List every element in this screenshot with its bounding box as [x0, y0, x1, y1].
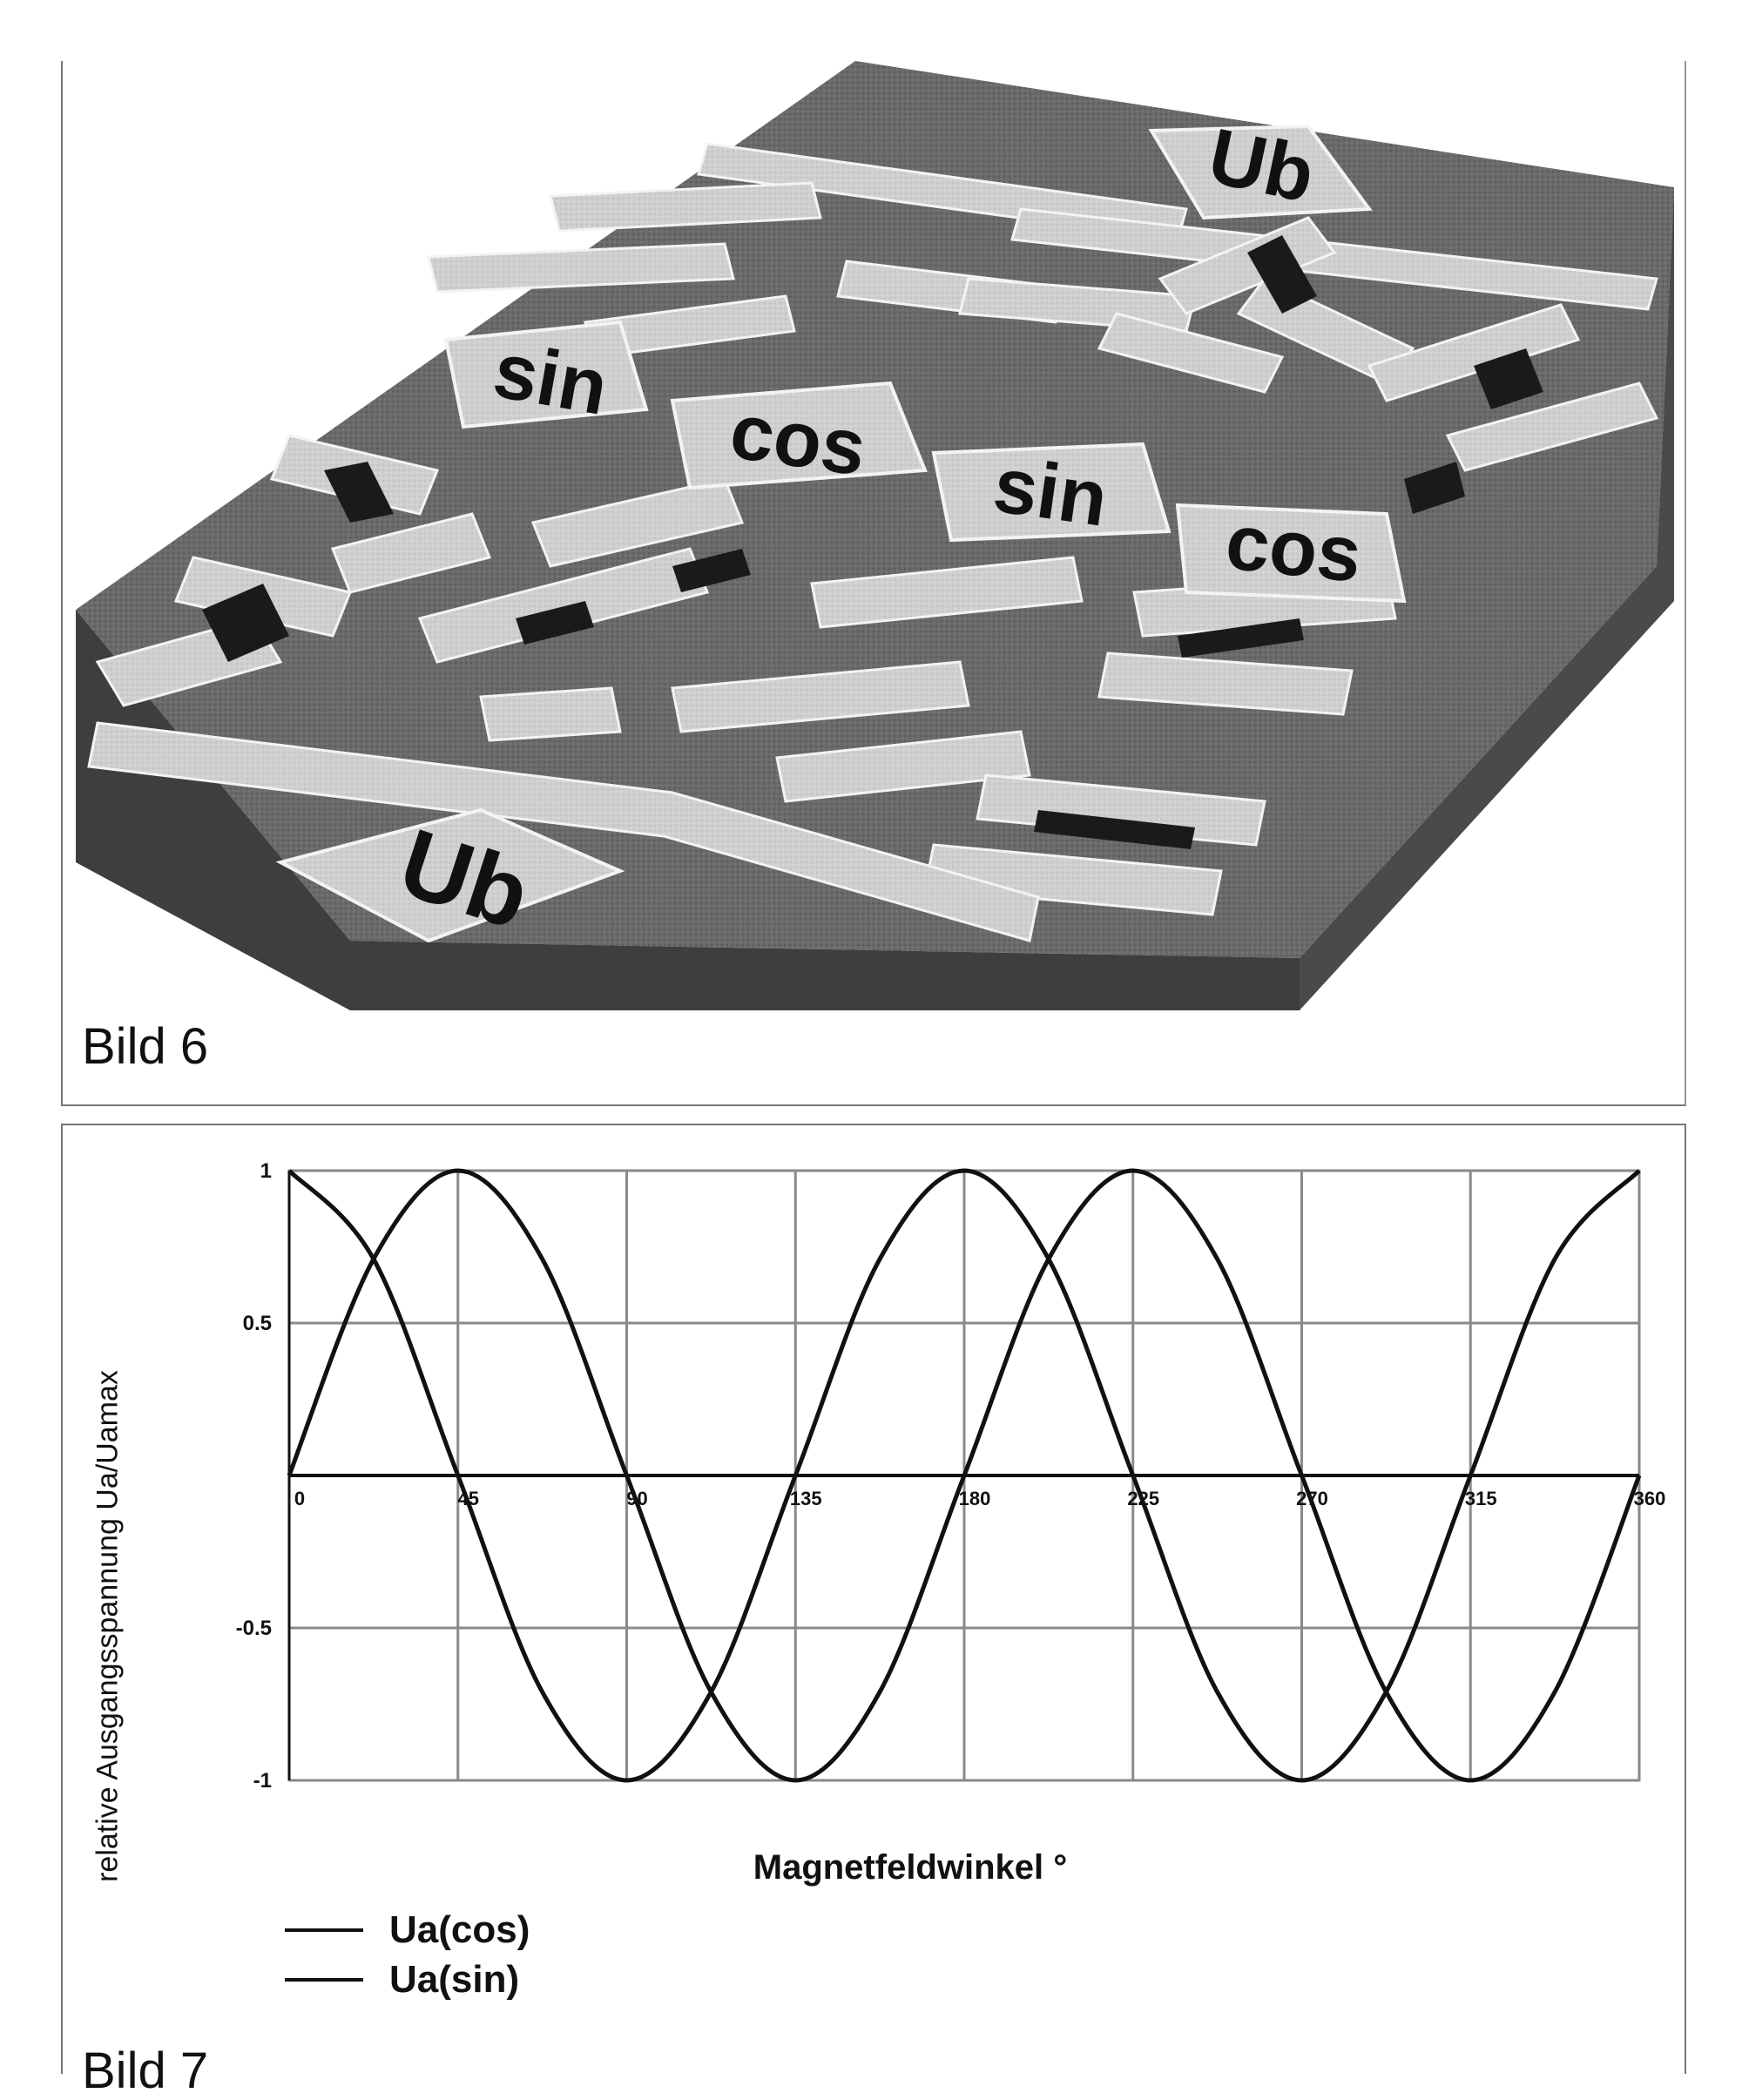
sensor-chip-illustration: Ub sin cos sin cos Ub	[76, 61, 1674, 1010]
y-tick-label: -1	[253, 1769, 272, 1793]
legend-label-cos: Ua(cos)	[389, 1908, 530, 1951]
x-tick-label: 360	[1634, 1488, 1666, 1509]
pad-ub-bottom: Ub	[275, 807, 625, 949]
resistor-gaps	[202, 235, 1543, 849]
figure-6-panel: Ub sin cos sin cos Ub Bild 6	[61, 61, 1686, 1106]
figure-7-panel: relative Ausgangsspannung Ua/Uamax 1 0.5-…	[61, 1124, 1686, 2099]
pad-cos-right: cos	[1175, 498, 1407, 604]
legend-label-sin: Ua(sin)	[389, 1958, 520, 2001]
chip-right-side	[1300, 187, 1674, 1010]
svg-text:cos: cos	[1222, 498, 1366, 599]
series-line-sin	[287, 1168, 1642, 1783]
x-tick-label: 135	[790, 1488, 822, 1509]
pad-sin-right: sin	[931, 442, 1171, 544]
chart-series	[287, 1168, 1642, 1783]
x-tick-label: 315	[1465, 1488, 1497, 1509]
figure-6-caption: Bild 6	[82, 1018, 209, 1075]
svg-text:sin: sin	[989, 442, 1113, 544]
y-tick-labels: 1 0.5 -0.5 -1	[236, 1159, 272, 1793]
legend-item-cos: Ua(cos)	[285, 1908, 530, 1951]
legend-swatch-sin	[285, 1978, 363, 1982]
y-tick-label: 1	[260, 1159, 272, 1183]
series-line-cos	[287, 1168, 1641, 1783]
pad-sin-left: sin	[443, 320, 649, 432]
svg-text:sin: sin	[487, 327, 613, 432]
x-tick-label: 180	[959, 1488, 991, 1509]
x-tick-label: 0	[294, 1488, 305, 1509]
y-tick-label: -0.5	[236, 1617, 272, 1640]
y-tick-label: 0.5	[243, 1312, 272, 1335]
pad-cos-left: cos	[670, 381, 928, 493]
svg-text:cos: cos	[725, 388, 871, 493]
chip-front-side	[76, 610, 1300, 1010]
legend-swatch-cos	[285, 1928, 363, 1932]
legend-item-sin: Ua(sin)	[285, 1958, 520, 2001]
svg-text:Ub: Ub	[1201, 112, 1321, 219]
output-voltage-chart: 10.5-0.5-1 0 45 90 135 180 225 270 315 360	[236, 1159, 1666, 1793]
figure-7-caption: Bild 7	[82, 2043, 209, 2099]
pad-ub-top: Ub	[1148, 112, 1373, 220]
metal-traces	[87, 142, 1659, 942]
x-axis-label: Magnetfeldwinkel °	[753, 1848, 1068, 1887]
